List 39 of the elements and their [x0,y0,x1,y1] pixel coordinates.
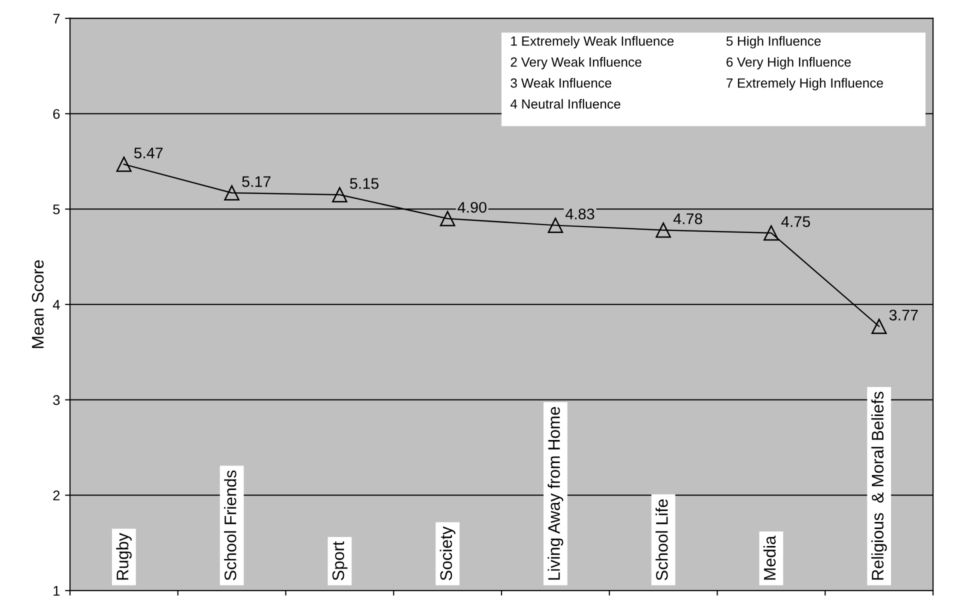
data-label: 4.83 [566,208,594,220]
y-tick-label: 2 [53,490,60,500]
data-label: 4.90 [458,202,486,213]
point [440,211,456,226]
y-tick-label: 1 [54,586,60,596]
y-tick-label: 3 [53,395,60,406]
point [116,156,132,172]
y-tick-label: 4 [52,300,60,310]
annotation: 1 Extremely Weak Influence [511,36,674,48]
data-label: 4.75 [781,216,810,228]
data-label: 5.15 [350,178,378,189]
point [764,225,779,241]
data-label: 3.77 [889,310,918,321]
annotation: 5 High Influence [726,36,821,48]
data-label: 5.47 [134,148,163,158]
point [656,222,671,238]
annotation: 4 Neutral Influence [510,98,620,109]
x-tick-label: School Friends [224,470,236,580]
x-tick-label: Religious & Moral Beliefs [871,392,887,580]
x-tick-label: Sport [332,541,348,580]
data-label: 4.78 [673,213,702,224]
y-tick-label: 6 [53,109,60,119]
x-tick-label: School Life [656,499,668,580]
data-label: 5.17 [242,176,270,188]
annotation: 2 Very Weak Influence [510,57,642,70]
x-tick-label: Rugby [116,532,132,580]
annotation: 3 Weak Influence [510,78,612,88]
y-tick-label: 5 [53,204,60,214]
y-tick-label: 7 [53,14,60,24]
y-axis-title: Mean Score [32,260,44,348]
point [332,187,348,202]
x-tick-label: Living Away from Home [548,407,564,580]
point [871,318,887,334]
x-tick-label: Media [763,536,776,580]
point [548,218,564,233]
annotation: 6 Very High Influence [726,57,851,70]
annotation: 7 Extremely High Influence [726,78,883,90]
point [224,185,240,201]
x-tick-label: Society [440,526,456,580]
